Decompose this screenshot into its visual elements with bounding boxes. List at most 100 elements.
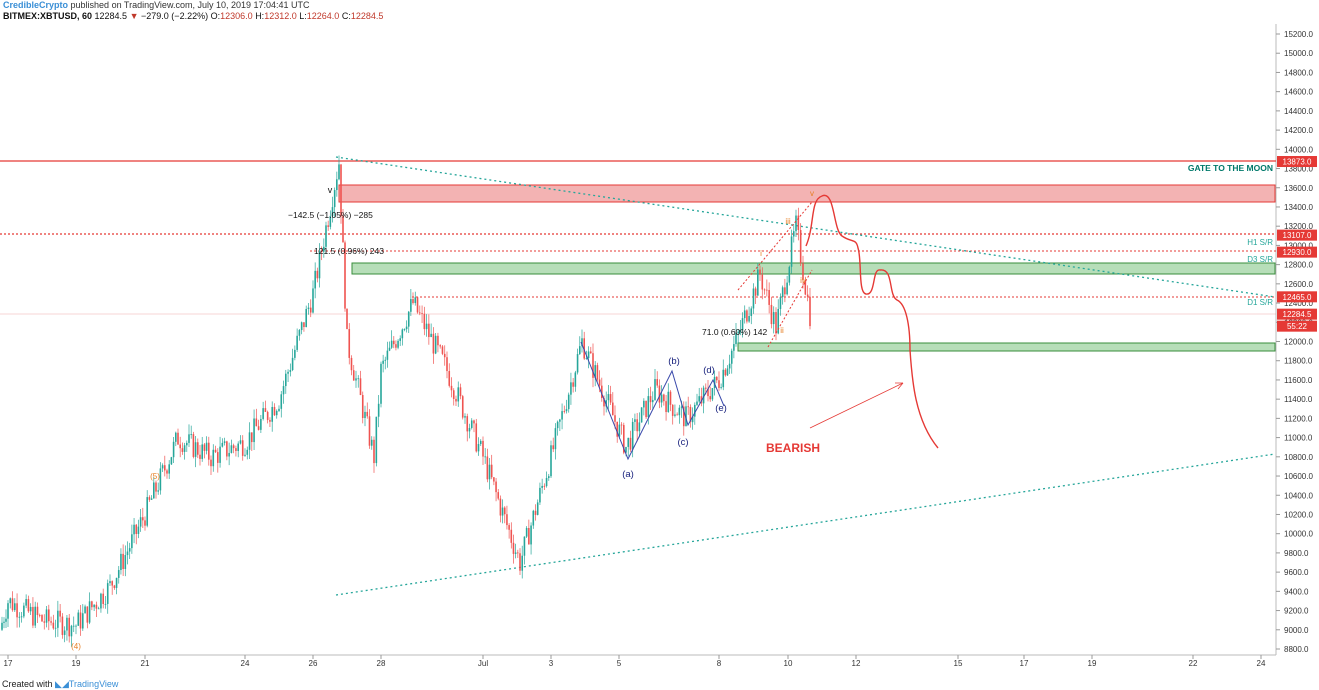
candle <box>718 371 720 391</box>
candle <box>43 614 46 630</box>
price-label-13873.0: 13873.0 <box>1277 156 1317 168</box>
candle <box>592 343 594 388</box>
candle <box>359 370 362 396</box>
candle <box>459 383 462 400</box>
candle <box>545 471 548 488</box>
candle <box>329 210 332 230</box>
candle <box>20 611 23 623</box>
candle <box>450 377 453 398</box>
y-tick-label: 11000.0 <box>1284 434 1313 443</box>
price-chart[interactable]: 15200.0 15000.0 14800.0 14600.0 14400.0 14200… <box>0 0 1319 676</box>
candle <box>135 523 138 545</box>
candle <box>16 593 18 628</box>
x-tick-label: 8 <box>717 659 722 668</box>
candle <box>117 566 120 584</box>
candle <box>795 209 797 238</box>
annotation-11: i <box>760 249 762 258</box>
candle <box>685 401 687 427</box>
level-name-D1SR: D1 S/R <box>1247 298 1273 307</box>
candle <box>142 507 144 529</box>
candle <box>194 436 197 468</box>
candle <box>574 370 577 392</box>
candle <box>735 323 737 347</box>
y-tick-label: 12800.0 <box>1284 261 1313 270</box>
y-tick-label: 9600.0 <box>1284 568 1309 577</box>
tradingview-link[interactable]: TradingView <box>68 679 119 689</box>
candle <box>634 413 636 431</box>
candle <box>534 504 537 521</box>
candle <box>399 335 401 347</box>
annotation-0: −142.5 (−1.05%) −285 <box>288 210 373 220</box>
svg-text:13873.0: 13873.0 <box>1283 158 1312 167</box>
candle <box>559 418 561 432</box>
candle <box>237 441 239 458</box>
candle <box>786 275 788 296</box>
annotation-10: (e) <box>715 403 727 414</box>
y-tick-label: 13200.0 <box>1284 222 1313 231</box>
candle <box>38 613 41 618</box>
candle <box>331 196 334 223</box>
candle <box>269 417 271 428</box>
candle <box>168 460 170 479</box>
candle <box>482 436 484 466</box>
y-tick-label: 9200.0 <box>1284 607 1309 616</box>
y-tick-label: 9800.0 <box>1284 549 1309 558</box>
candle <box>403 328 406 332</box>
open-value: 12306.0 <box>220 11 253 21</box>
candle <box>352 365 355 381</box>
candle <box>59 603 61 623</box>
candle <box>724 368 727 377</box>
candle <box>287 369 289 382</box>
candle <box>217 448 219 473</box>
candle <box>153 477 155 499</box>
x-tick-label: 17 <box>4 659 13 668</box>
candle <box>100 592 102 613</box>
candle <box>18 612 21 628</box>
candle <box>239 435 242 445</box>
candle <box>104 595 107 609</box>
y-tick-label: 14200.0 <box>1284 126 1313 135</box>
candle <box>327 220 329 231</box>
candle <box>303 322 305 332</box>
candle <box>131 524 133 554</box>
annotation-9: (d) <box>703 365 715 376</box>
last-price: 12284.5 <box>94 11 128 21</box>
candle <box>346 308 348 330</box>
candle <box>410 288 412 317</box>
candle <box>658 379 661 409</box>
candle <box>656 371 659 388</box>
candle <box>146 490 148 528</box>
candle <box>539 482 541 505</box>
candle <box>763 288 766 295</box>
candle <box>232 443 235 454</box>
candle <box>86 606 89 629</box>
candle <box>674 404 676 418</box>
candle <box>779 293 782 316</box>
candle <box>443 345 446 366</box>
candle <box>282 380 285 404</box>
time-axis: 17 19 21 24 26 28 Jul 3 5 8 10 12 15 17 19 22 24 <box>4 655 1266 668</box>
candle <box>70 624 73 647</box>
x-tick-label: 19 <box>72 659 81 668</box>
candle <box>63 626 66 643</box>
y-tick-label: 10000.0 <box>1284 530 1313 539</box>
candle <box>682 401 685 436</box>
candle <box>273 403 276 417</box>
y-tick-label: 14000.0 <box>1284 145 1313 154</box>
candle <box>563 405 566 414</box>
candle <box>543 483 546 491</box>
symbol-label: BITMEX:XBTUSD, 60 <box>3 11 93 21</box>
price-change: −279.0 (−2.22%) <box>141 11 209 21</box>
candle <box>720 383 722 390</box>
candle <box>707 379 709 402</box>
candle <box>757 262 759 296</box>
candle <box>809 287 811 330</box>
candle <box>781 285 784 305</box>
candle <box>464 413 466 424</box>
candle <box>106 579 109 614</box>
candle <box>318 243 321 288</box>
candle <box>3 617 5 629</box>
footer-credit: Created with ◣◢TradingView <box>2 679 118 690</box>
author-link[interactable]: CredibleCrypto <box>3 0 69 10</box>
candle <box>804 276 807 296</box>
